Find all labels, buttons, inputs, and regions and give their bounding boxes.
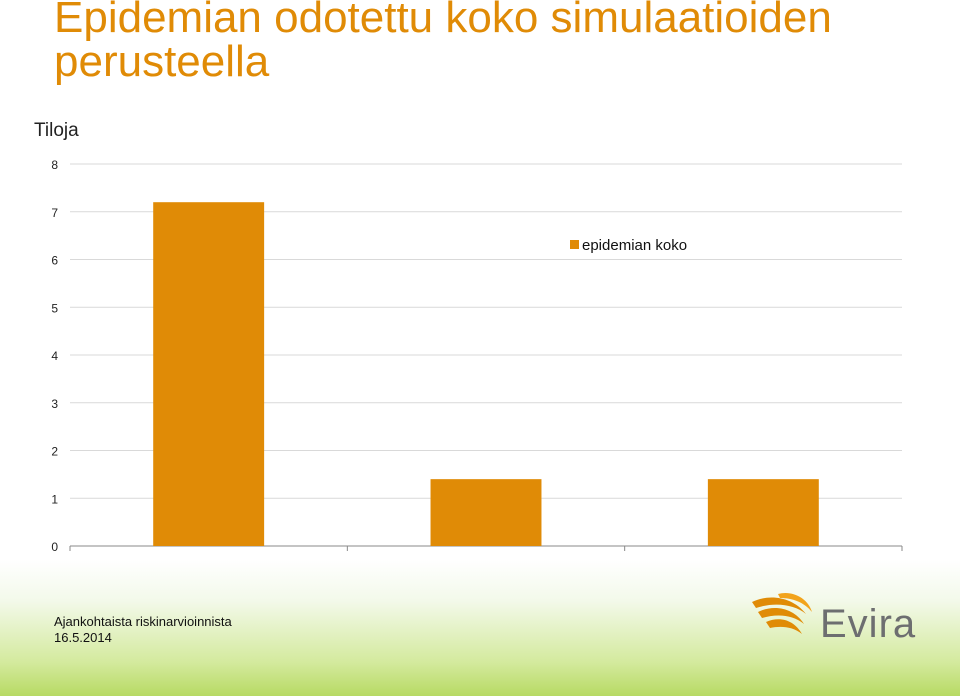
y-tick-label: 8 [51, 158, 58, 172]
bar [707, 479, 819, 546]
footer-line-2: 16.5.2014 [54, 630, 112, 645]
y-tick-label: 6 [51, 254, 58, 268]
legend-swatch [570, 240, 579, 249]
footer-gradient-band [0, 560, 960, 696]
footer-line-1: Ajankohtaista riskinarvioinnista [54, 614, 232, 629]
y-axis-label: Tiloja [34, 120, 79, 141]
y-tick-label: 1 [51, 492, 58, 506]
evira-logo-text: Evira [820, 602, 917, 646]
y-tick-label: 0 [51, 540, 58, 554]
y-tick-label: 4 [51, 349, 58, 363]
chart-title: Epidemian odotettu koko simulaatioiden p… [54, 0, 832, 86]
y-tick-label: 5 [51, 301, 58, 315]
legend-label: epidemian koko [582, 237, 687, 254]
evira-swoosh-logo [752, 592, 812, 634]
y-tick-label: 7 [51, 206, 58, 220]
footer-text: Ajankohtaista riskinarvioinnista 16.5.20… [54, 614, 232, 646]
y-tick-label: 2 [51, 445, 58, 459]
bar [153, 202, 265, 546]
y-tick-label: 3 [51, 397, 58, 411]
bar-chart: 012345678FMDASFBTepidemian koko [51, 158, 903, 575]
bar [430, 479, 542, 546]
